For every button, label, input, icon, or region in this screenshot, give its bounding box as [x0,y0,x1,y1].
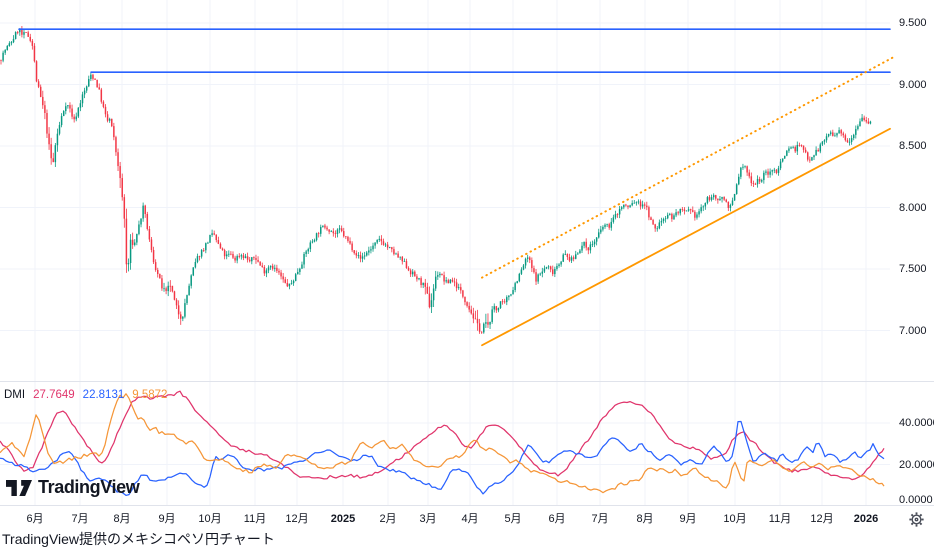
dmi-status-row: DMI 27.7649 22.8131 9.5872 [4,389,167,402]
price-tick-label: 7.500 [899,263,927,275]
time-tick-label: 2026 [853,513,879,525]
time-tick-label: 2月 [379,513,397,525]
time-tick-label: 12月 [285,513,309,525]
axis-settings-button[interactable] [906,510,926,528]
time-tick-label: 10月 [198,513,222,525]
price-tick-label: 9.500 [899,17,927,29]
time-tick-label: 8月 [636,513,654,525]
tradingview-logo-icon [6,479,32,496]
dmi-tick-label: 40.0000 [899,417,934,429]
time-tick-label: 8月 [113,513,131,525]
price-tick-label: 7.000 [899,324,927,337]
time-tick-label: 5月 [504,513,522,525]
time-tick-label: 6月 [26,513,44,525]
time-tick-label: 11月 [768,513,792,525]
time-tick-label: 2025 [330,513,356,525]
price-tick-label: 8.000 [899,201,927,214]
time-tick-label: 11月 [243,513,267,525]
time-tick-label: 9月 [158,513,176,525]
chart-caption: TradingView提供のメキシコペソ円チャート [2,531,275,547]
tradingview-logo-text: TradingView [38,477,140,497]
dmi-tick-label: 20.0000 [899,458,934,471]
time-tick-label: 6月 [548,513,566,525]
dmi-minusdi-value: 9.5872 [132,389,168,401]
time-tick-label: 9月 [679,513,697,525]
dmi-tick-label: 0.0000 [899,494,933,506]
gear-icon [908,511,924,527]
price-tick-label: 8.500 [899,140,927,152]
time-tick-label: 7月 [591,513,609,525]
time-tick-label: 10月 [723,513,747,525]
dmi-plusdi-value: 22.8131 [82,389,125,401]
time-tick-label: 4月 [461,513,479,525]
time-tick-label: 12月 [810,513,834,525]
price-tick-label: 9.000 [899,78,927,91]
dmi-adx-value: 27.7649 [33,389,75,401]
time-tick-label: 7月 [71,513,89,525]
tradingview-logo[interactable]: TradingView [6,477,140,498]
time-tick-label: 3月 [419,513,437,525]
dmi-indicator-name: DMI [4,389,26,401]
